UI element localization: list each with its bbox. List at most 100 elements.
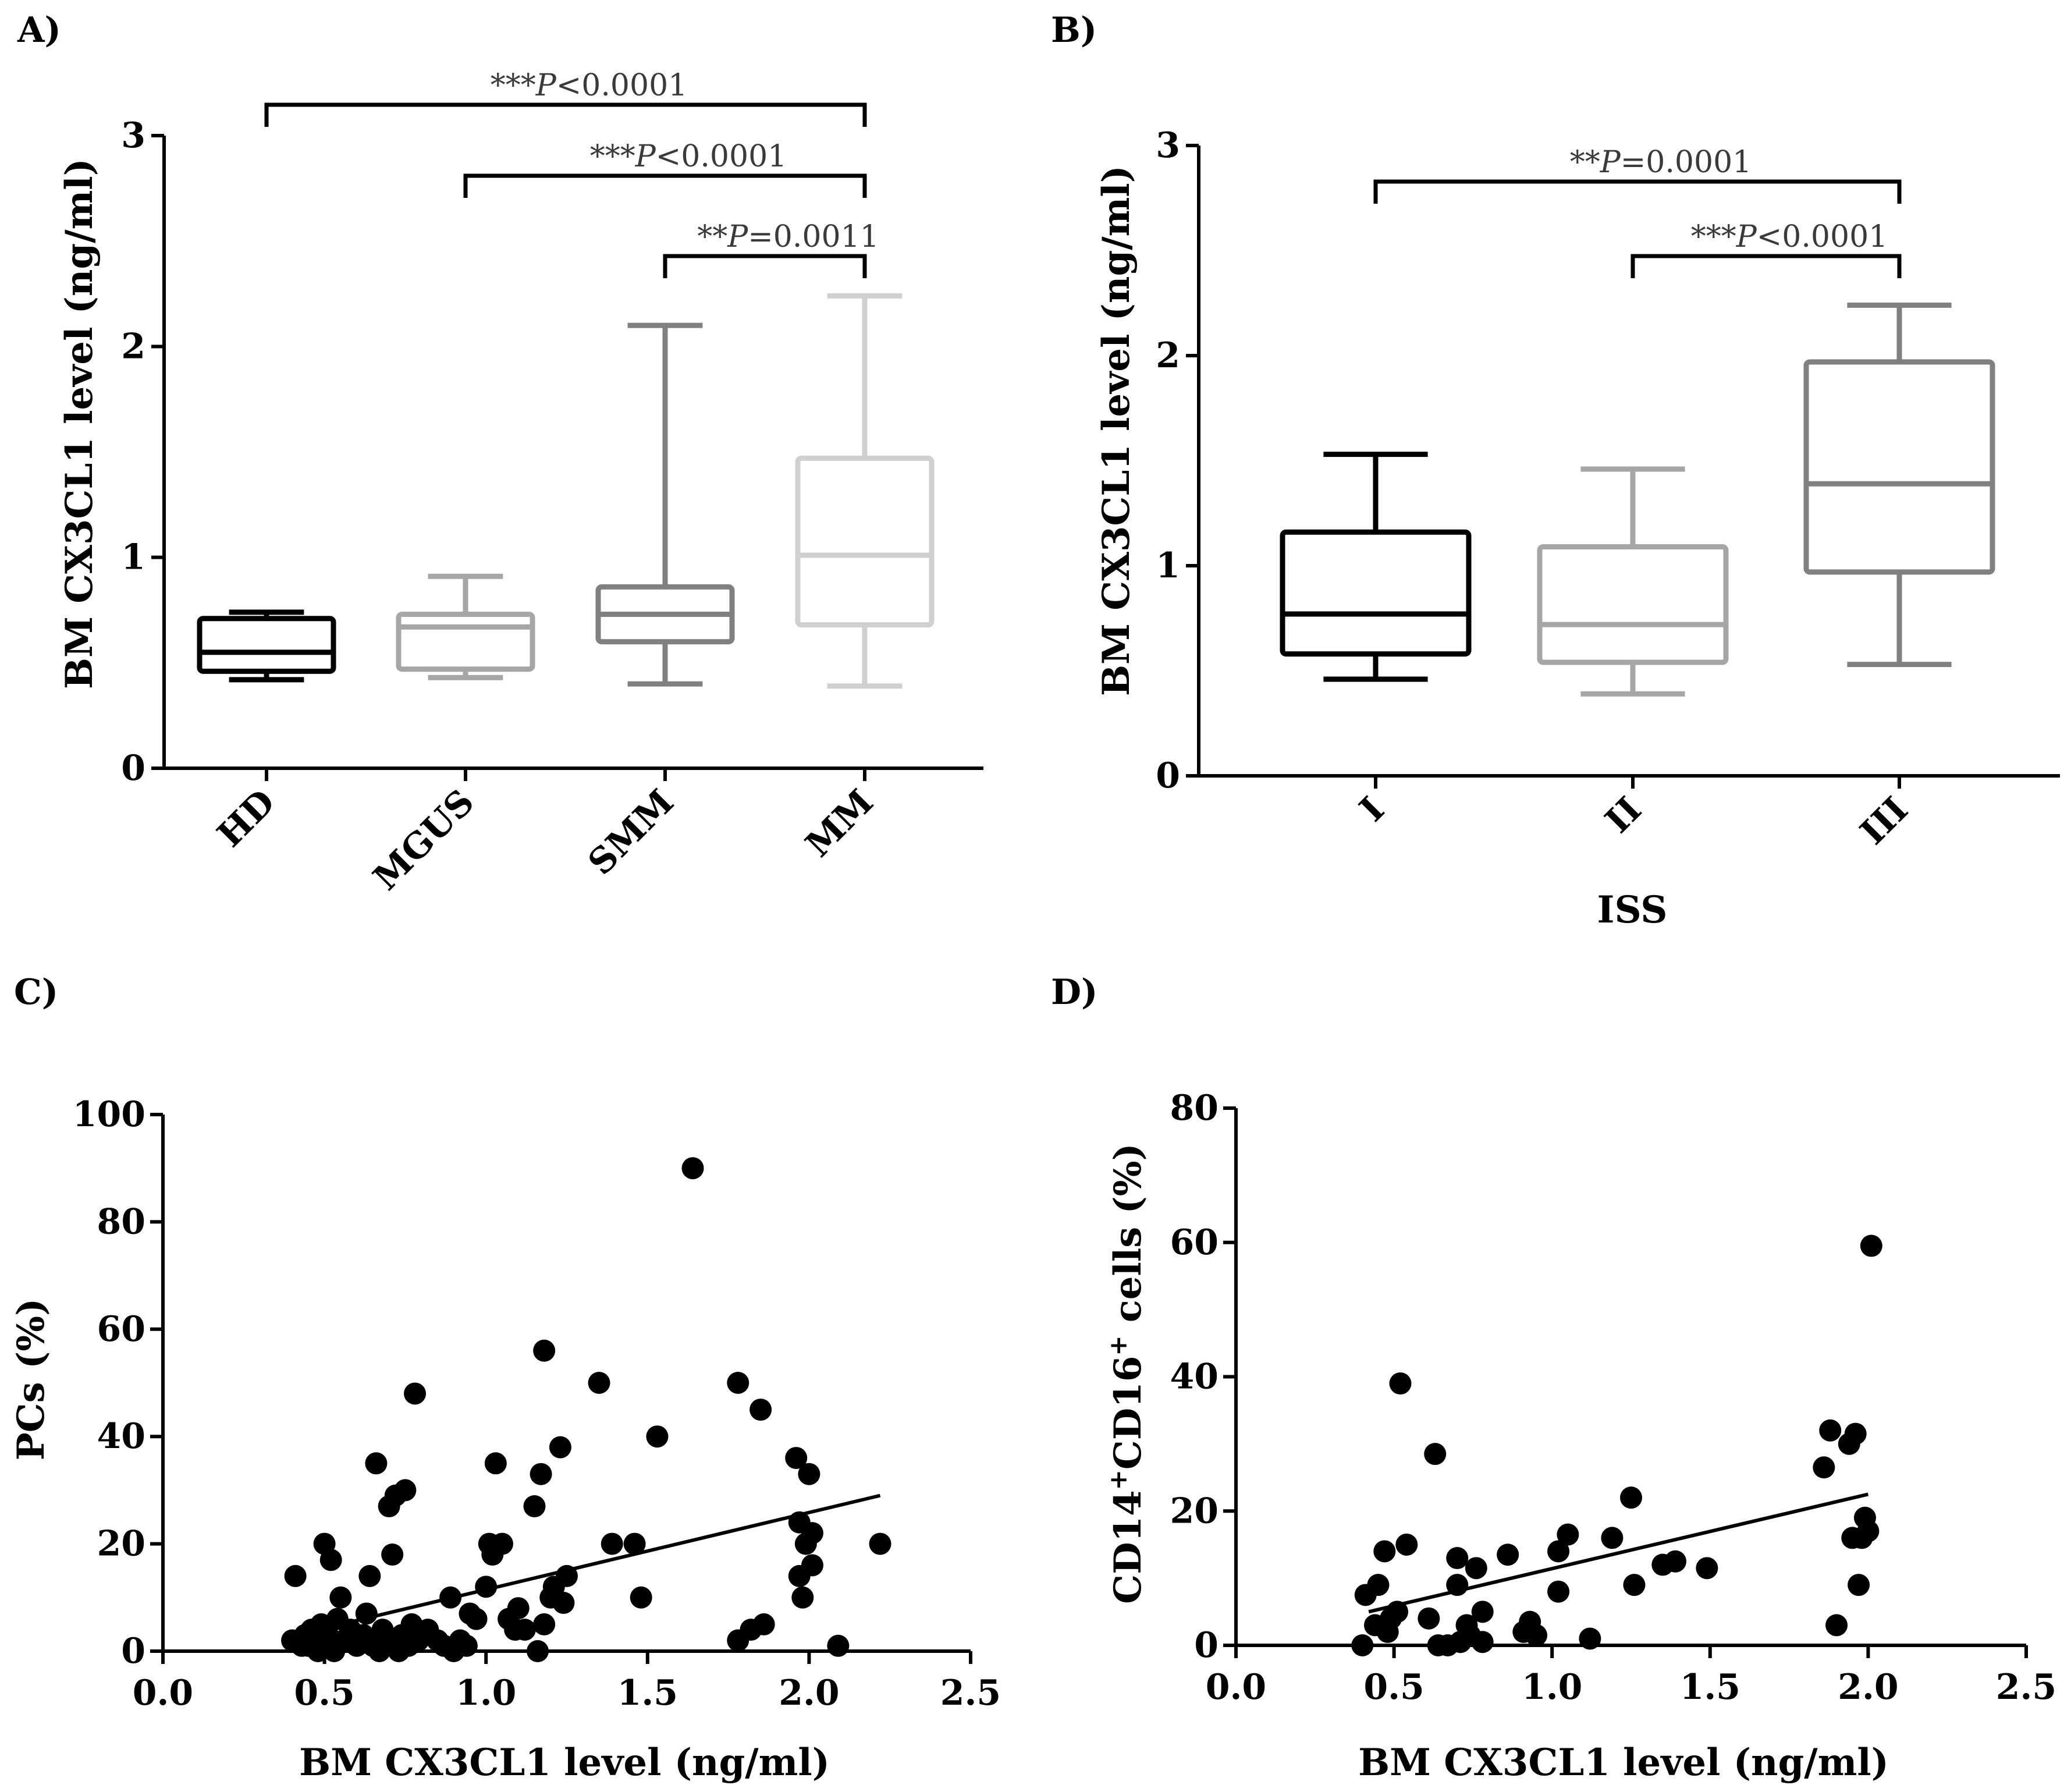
p-stars: *** <box>590 139 635 174</box>
y-tick-label: 0 <box>121 1631 145 1672</box>
x-tick-label: II <box>1597 789 1649 841</box>
x-tick-label: 0.0 <box>1206 1667 1266 1708</box>
significance-bracket: **P=0.0011 <box>663 219 879 278</box>
p-stars: *** <box>491 68 536 103</box>
y-tick-label: 0 <box>1156 755 1180 796</box>
y-tick-label: 3 <box>1156 125 1180 166</box>
data-point <box>549 1436 571 1459</box>
data-point <box>1547 1540 1570 1563</box>
data-point <box>1446 1547 1469 1570</box>
x-tick-label: 0.5 <box>294 1673 354 1713</box>
panel-d-y-axis-title: CD14+CD16+ cells (%) <box>1104 1143 1150 1604</box>
y-tick-label: 2 <box>1156 335 1180 376</box>
data-point <box>1351 1634 1374 1656</box>
panel-b-label: B) <box>1051 10 1097 51</box>
p-stars: *** <box>1691 219 1736 254</box>
panel-d-y-title-part-b: CD16 <box>1106 1356 1150 1470</box>
data-point <box>484 1452 507 1475</box>
p-value: =0.0001 <box>1621 145 1752 180</box>
p-symbol: P <box>1736 219 1757 254</box>
data-point <box>365 1452 388 1475</box>
y-tick-label: 20 <box>97 1524 146 1564</box>
p-value: <0.0001 <box>656 139 787 174</box>
y-tick-label: 80 <box>1170 1088 1219 1129</box>
data-point <box>752 1613 775 1635</box>
data-point <box>552 1592 575 1614</box>
box-i <box>1280 452 1472 682</box>
x-tick-label: 2.5 <box>940 1673 1001 1713</box>
data-point <box>785 1447 808 1470</box>
p-stars: ** <box>1570 145 1600 180</box>
x-tick-label: 0.0 <box>133 1673 193 1713</box>
x-tick-label: 2.0 <box>1838 1667 1898 1708</box>
data-point <box>623 1532 646 1555</box>
data-point <box>1844 1422 1867 1445</box>
data-point <box>1373 1540 1396 1563</box>
data-point <box>1860 1234 1882 1257</box>
y-tick-label: 2 <box>121 326 145 367</box>
panel-b-y-axis-title: BM CX3CL1 level (ng/ml) <box>1095 165 1138 696</box>
y-tick-label: 60 <box>97 1309 146 1350</box>
data-point <box>523 1495 546 1518</box>
y-tick-label: 1 <box>121 537 145 578</box>
p-stars: ** <box>697 219 727 254</box>
data-point <box>1395 1533 1418 1556</box>
data-point <box>601 1532 623 1555</box>
panel-d-y-title-sup1: + <box>1104 1470 1132 1490</box>
significance-bracket: ***P<0.0001 <box>1630 219 1902 278</box>
data-point <box>533 1339 556 1362</box>
y-tick-label: 1 <box>1156 545 1180 586</box>
panel-c-scatter: C) 0 20 40 60 80 100 0.0 0.5 1.0 1.5 2.0 2.5 PCs (%… <box>9 972 1001 1784</box>
data-point <box>1497 1543 1519 1566</box>
p-symbol: P <box>635 139 656 174</box>
x-tick-label: I <box>1352 789 1392 829</box>
p-symbol: P <box>1600 145 1621 180</box>
trend-line <box>1368 1492 1869 1614</box>
data-point <box>1825 1614 1848 1637</box>
data-point <box>527 1640 549 1662</box>
data-point <box>1664 1550 1687 1573</box>
data-point <box>465 1608 488 1630</box>
trend-line <box>340 1493 881 1626</box>
panel-d-x-axis-title: BM CX3CL1 level (ng/ml) <box>1358 1741 1889 1784</box>
data-point <box>1601 1527 1624 1549</box>
data-point <box>381 1543 404 1566</box>
data-point <box>1848 1574 1870 1596</box>
bracket-line <box>1373 179 1902 204</box>
significance-bracket: **P=0.0001 <box>1373 145 1902 204</box>
iqr-box <box>197 616 336 674</box>
p-value: <0.0001 <box>556 68 688 103</box>
data-point <box>1623 1574 1646 1596</box>
panel-d-label: D) <box>1051 972 1097 1013</box>
p-value-label: **P=0.0011 <box>697 219 879 254</box>
x-tick-label: MGUS <box>365 782 482 898</box>
data-point <box>1696 1557 1718 1580</box>
significance-bracket: ***P<0.0001 <box>264 68 867 127</box>
panel-d-plot-area: 0 20 40 60 80 0.0 0.5 1.0 1.5 2.0 2.5 <box>1170 1088 2057 1708</box>
data-point <box>530 1463 552 1485</box>
y-tick-label: 0 <box>121 748 145 789</box>
x-tick-label: III <box>1853 789 1916 853</box>
data-point <box>507 1597 530 1620</box>
data-point <box>630 1586 652 1609</box>
bracket-line <box>663 254 867 278</box>
data-point <box>1857 1520 1880 1542</box>
y-tick-label: 80 <box>97 1201 146 1242</box>
y-tick-label: 40 <box>1170 1357 1219 1397</box>
y-tick-label: 3 <box>121 115 145 156</box>
y-tick-label: 40 <box>97 1416 146 1457</box>
x-tick-label: 2.5 <box>1996 1667 2056 1708</box>
data-point <box>491 1532 513 1555</box>
data-point <box>404 1382 427 1405</box>
box-iii <box>1803 302 1995 668</box>
data-point <box>869 1532 891 1555</box>
data-point <box>513 1619 536 1641</box>
bracket-line <box>1630 254 1902 278</box>
p-value: =0.0011 <box>748 219 879 254</box>
panel-c-label: C) <box>14 972 58 1013</box>
data-point <box>319 1549 342 1571</box>
x-tick-label: MM <box>798 782 881 865</box>
data-point <box>455 1634 478 1657</box>
